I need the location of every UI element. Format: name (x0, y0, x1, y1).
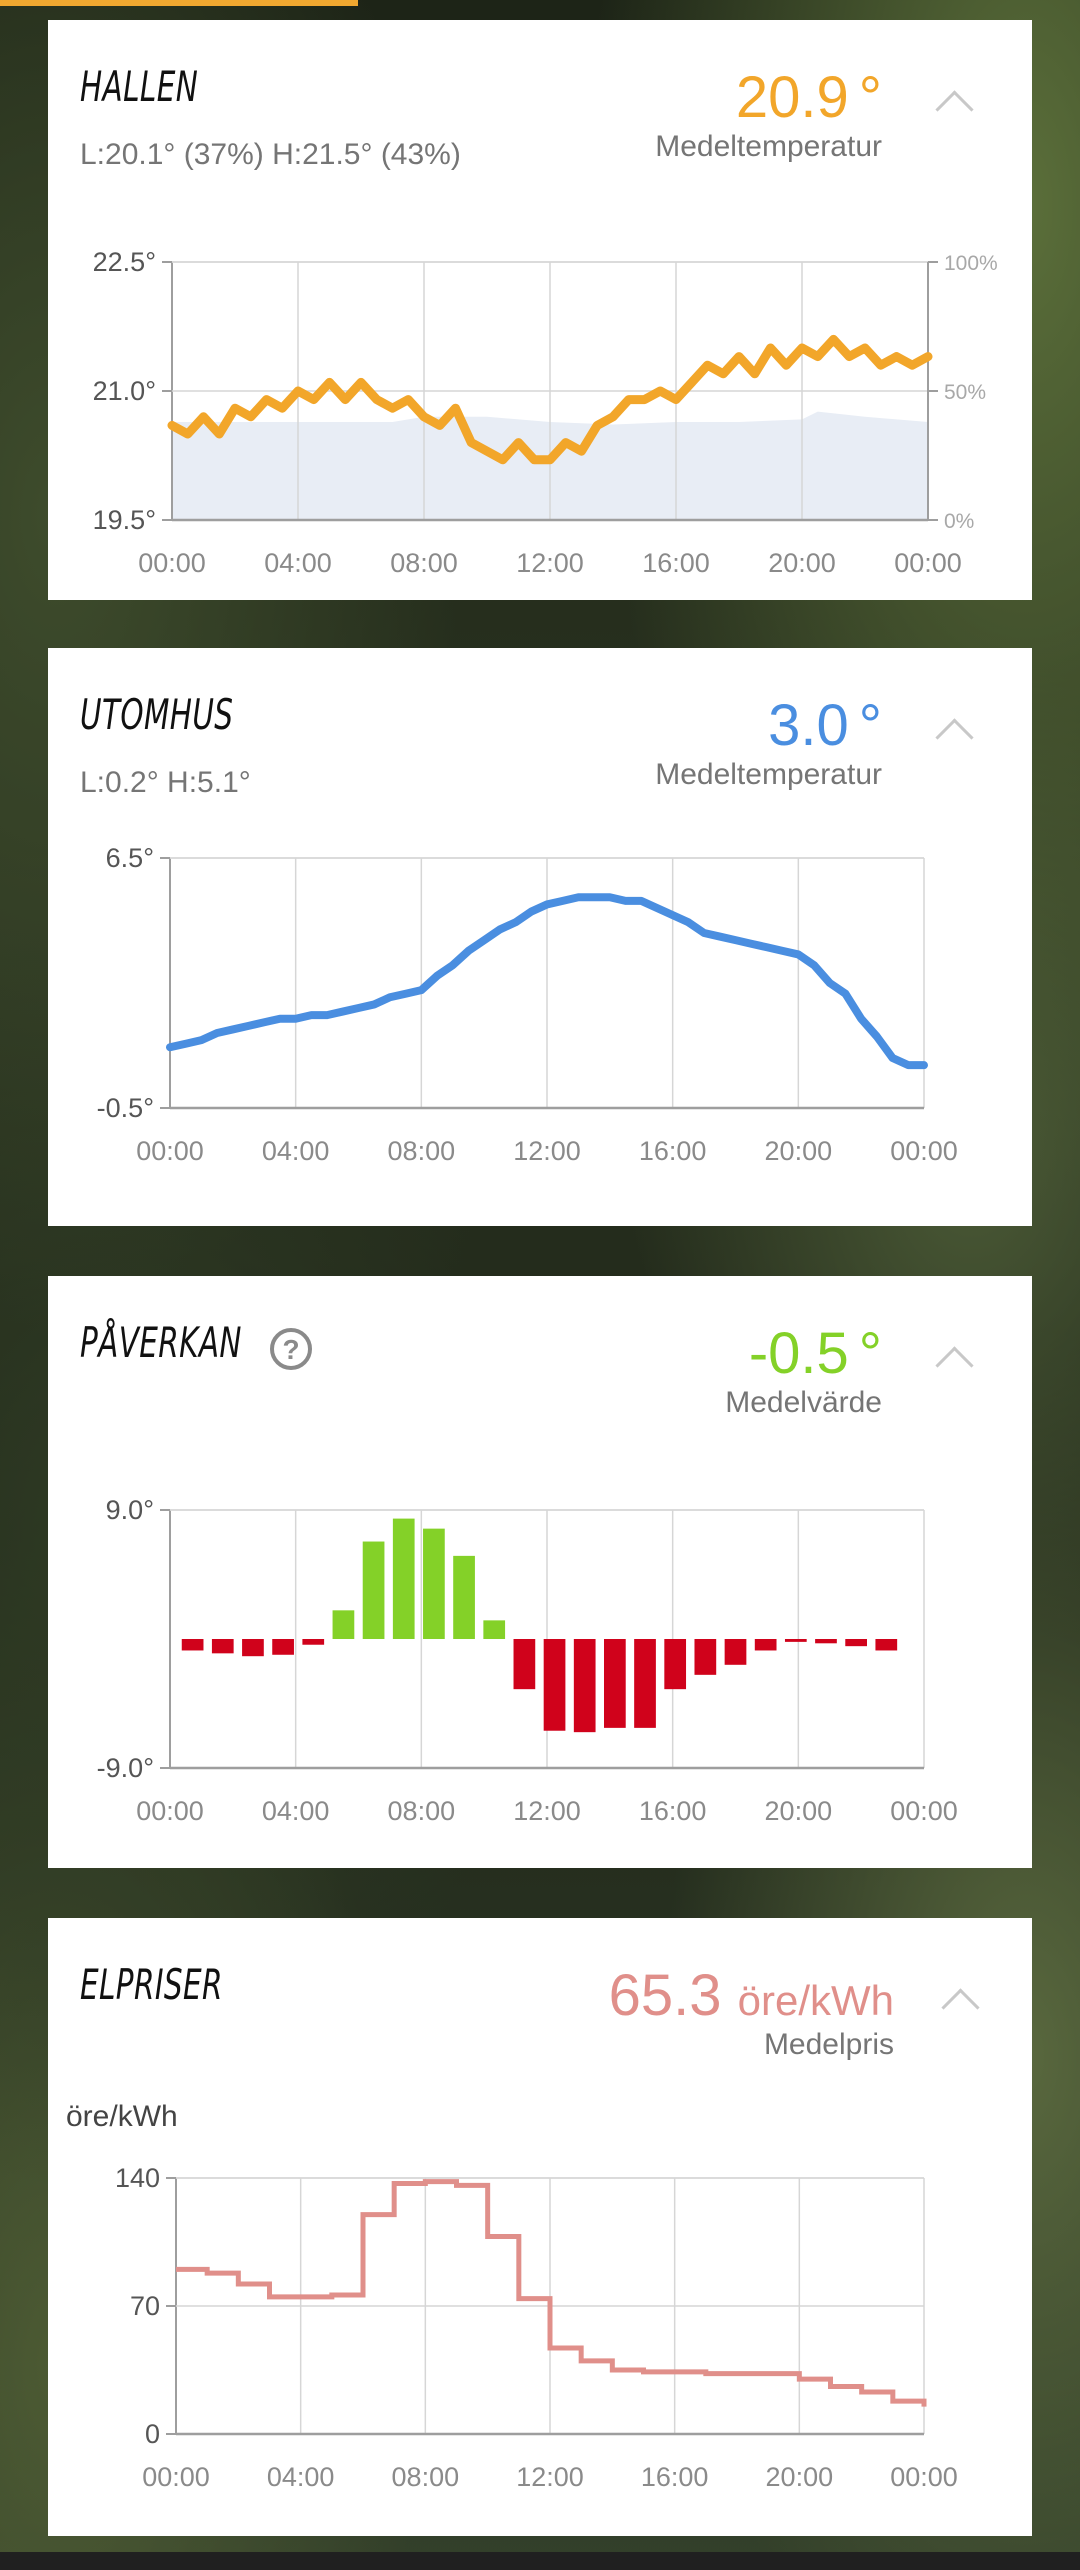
card-title: ELPRISER (80, 1960, 223, 2009)
collapse-chevron-icon[interactable] (941, 1988, 980, 2027)
y-tick-label: 22.5° (93, 247, 156, 277)
card-paverkan: PÅVERKAN ? -0.5 ° Medelvärde 00:00 04:00 08… (48, 1276, 1032, 1868)
average-label: Medelvärde (725, 1386, 882, 1419)
temperature-series-line (166, 893, 928, 1070)
y-tick-label: 0 (145, 2419, 160, 2449)
average-value: 20.9 ° (735, 65, 882, 130)
average-value: -0.5 ° (748, 1321, 882, 1386)
x-tick-label: 08:00 (390, 548, 458, 578)
y-tick-label: -9.0° (97, 1753, 154, 1783)
x-tick-label: 00:00 (142, 2462, 210, 2492)
x-tick-label: 08:00 (388, 1136, 456, 1166)
price-step-chart: 00:00 04:00 08:00 12:00 16:00 20:00 00:00 0 70 14… (115, 2163, 958, 2492)
average-value: 65.3 öre/kWh (608, 1963, 894, 2028)
x-tick-label: 12:00 (516, 548, 584, 578)
x-tick-label: 00:00 (136, 1796, 204, 1826)
impact-bar-chart: 00:00 04:00 08:00 12:00 16:00 20:00 00:00 -9.0°… (97, 1495, 958, 1826)
y-tick-label: 9.0° (106, 1495, 154, 1525)
impact-bar (392, 1518, 415, 1639)
x-tick-label: 04:00 (262, 1796, 330, 1826)
x-tick-label: 00:00 (894, 548, 962, 578)
y-tick-label: 21.0° (93, 376, 156, 406)
x-tick-label: 00:00 (136, 1136, 204, 1166)
x-tick-label: 20:00 (766, 2462, 834, 2492)
x-tick-label: 20:00 (765, 1136, 833, 1166)
impact-bar (754, 1639, 777, 1651)
card-hallen: HALLEN L:20.1° (37%) H:21.5° (43%) 20.9 °… (48, 20, 1032, 600)
card-utomhus: UTOMHUS L:0.2° H:5.1° 3.0 ° Medeltemperat… (48, 648, 1032, 1226)
y2-tick-label: 100% (944, 252, 998, 275)
card-subtitle: L:0.2° H:5.1° (80, 766, 251, 799)
x-tick-label: 04:00 (267, 2462, 335, 2492)
x-tick-label: 12:00 (516, 2462, 584, 2492)
temperature-series-line (167, 334, 933, 465)
card-title: HALLEN (80, 62, 199, 111)
x-tick-label: 12:00 (513, 1136, 581, 1166)
x-tick-label: 16:00 (639, 1136, 707, 1166)
impact-bar (211, 1639, 234, 1654)
impact-bar (332, 1610, 355, 1639)
collapse-chevron-icon[interactable] (935, 718, 974, 757)
y-tick-label: -0.5° (97, 1093, 154, 1123)
y-tick-label: 6.5° (106, 843, 154, 873)
card-elpriser: ELPRISER 65.3 öre/kWh Medelpris öre/kWh … (48, 1918, 1032, 2536)
x-tick-label: 16:00 (641, 2462, 709, 2492)
impact-bar (453, 1555, 475, 1639)
temperature-chart: 00:00 04:00 08:00 12:00 16:00 20:00 00:00 -0.5°… (97, 843, 958, 1166)
impact-bar (513, 1639, 536, 1690)
card-title: UTOMHUS (80, 690, 234, 739)
x-tick-label: 20:00 (768, 548, 836, 578)
card-title: PÅVERKAN (80, 1318, 242, 1367)
average-value: 3.0 ° (768, 693, 882, 758)
impact-bar (784, 1639, 807, 1642)
y2-tick-label: 50% (944, 381, 986, 404)
x-tick-label: 00:00 (138, 548, 206, 578)
impact-bar (573, 1639, 596, 1733)
x-tick-label: 08:00 (392, 2462, 460, 2492)
temperature-chart: 00:00 04:00 08:00 12:00 16:00 20:00 00:00 19.5°… (93, 247, 998, 578)
impact-bar (815, 1639, 837, 1644)
impact-bar (694, 1639, 717, 1675)
impact-bar (423, 1528, 445, 1639)
loading-progress-bar (0, 0, 358, 6)
impact-bar (875, 1639, 898, 1651)
impact-bar (272, 1639, 294, 1655)
impact-bar (604, 1639, 626, 1728)
price-series-line (176, 2179, 927, 2407)
impact-bar (724, 1639, 747, 1665)
x-tick-label: 04:00 (262, 1136, 330, 1166)
average-label: Medeltemperatur (655, 130, 882, 163)
impact-bar (181, 1639, 204, 1651)
impact-bar (362, 1541, 385, 1639)
average-label: Medelpris (763, 2028, 894, 2061)
x-tick-label: 16:00 (639, 1796, 707, 1826)
help-circle-icon[interactable]: ? (270, 1328, 312, 1370)
impact-bar (845, 1639, 867, 1647)
x-tick-label: 16:00 (642, 548, 710, 578)
x-tick-label: 12:00 (513, 1796, 581, 1826)
average-label: Medeltemperatur (655, 758, 882, 791)
impact-bar (302, 1639, 325, 1645)
x-tick-label: 00:00 (890, 1136, 958, 1166)
y-tick-label: 19.5° (93, 505, 156, 535)
y-tick-label: 70 (130, 2291, 160, 2321)
card-subtitle: L:20.1° (37%) H:21.5° (43%) (80, 138, 461, 171)
x-tick-label: 08:00 (388, 1796, 456, 1826)
impact-bar (664, 1639, 687, 1690)
bottom-bar (0, 2552, 1080, 2570)
y2-tick-label: 0% (944, 510, 974, 533)
impact-bar (543, 1639, 566, 1731)
x-tick-label: 00:00 (890, 2462, 958, 2492)
x-tick-label: 00:00 (890, 1796, 958, 1826)
impact-bar (242, 1639, 264, 1657)
collapse-chevron-icon[interactable] (935, 90, 974, 129)
collapse-chevron-icon[interactable] (935, 1346, 974, 1385)
y-tick-label: 140 (115, 2163, 160, 2193)
impact-bar (634, 1639, 656, 1728)
impact-bar (483, 1620, 506, 1639)
x-tick-label: 20:00 (765, 1796, 833, 1826)
x-tick-label: 04:00 (264, 548, 332, 578)
y-axis-unit-label: öre/kWh (66, 2100, 178, 2133)
